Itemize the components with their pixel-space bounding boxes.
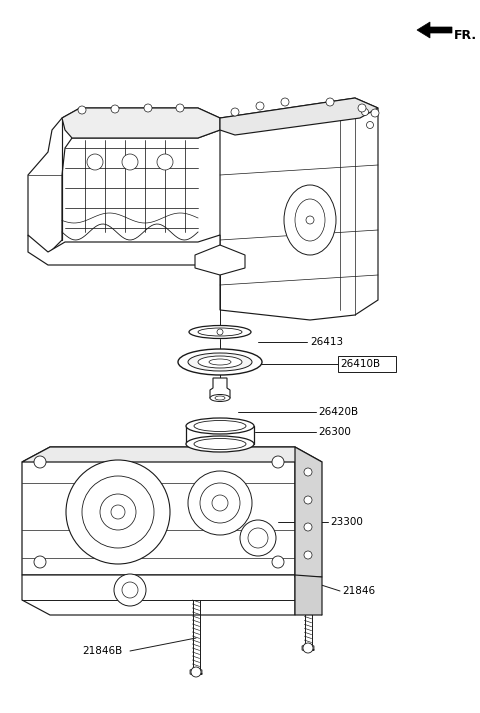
Circle shape: [304, 468, 312, 476]
Polygon shape: [295, 447, 322, 577]
Polygon shape: [210, 378, 230, 398]
Circle shape: [217, 329, 223, 335]
Polygon shape: [295, 575, 322, 615]
Circle shape: [326, 98, 334, 106]
Circle shape: [367, 121, 373, 128]
Circle shape: [144, 104, 152, 112]
Polygon shape: [28, 108, 220, 252]
Circle shape: [371, 109, 379, 117]
Circle shape: [281, 98, 289, 106]
Circle shape: [272, 556, 284, 568]
Ellipse shape: [178, 349, 262, 375]
Circle shape: [100, 494, 136, 530]
Circle shape: [87, 154, 103, 170]
Ellipse shape: [284, 185, 336, 255]
Text: 26300: 26300: [318, 427, 351, 437]
Text: FR.: FR.: [454, 29, 477, 42]
Circle shape: [191, 667, 201, 677]
Circle shape: [212, 495, 228, 511]
Polygon shape: [22, 447, 295, 575]
Ellipse shape: [188, 353, 252, 371]
Circle shape: [358, 104, 366, 112]
Circle shape: [240, 520, 276, 556]
Circle shape: [114, 574, 146, 606]
Circle shape: [66, 460, 170, 564]
Circle shape: [34, 556, 46, 568]
Ellipse shape: [189, 326, 251, 339]
Polygon shape: [220, 98, 378, 135]
Ellipse shape: [210, 394, 230, 401]
Ellipse shape: [198, 356, 242, 368]
Ellipse shape: [186, 418, 254, 434]
Polygon shape: [22, 447, 322, 462]
Circle shape: [200, 483, 240, 523]
Polygon shape: [62, 108, 220, 138]
Ellipse shape: [215, 396, 225, 400]
Ellipse shape: [295, 199, 325, 241]
Circle shape: [304, 523, 312, 531]
Text: 23300: 23300: [330, 517, 363, 527]
Circle shape: [157, 154, 173, 170]
Circle shape: [78, 106, 86, 114]
Circle shape: [361, 108, 369, 116]
Text: 26420B: 26420B: [318, 407, 358, 417]
Text: 21846B: 21846B: [82, 646, 122, 656]
Circle shape: [272, 456, 284, 468]
Ellipse shape: [194, 421, 246, 431]
Circle shape: [231, 108, 239, 116]
Ellipse shape: [198, 328, 242, 336]
Circle shape: [34, 456, 46, 468]
Circle shape: [304, 496, 312, 504]
Polygon shape: [22, 575, 295, 615]
Circle shape: [303, 643, 313, 653]
Circle shape: [248, 528, 268, 548]
Text: 26410B: 26410B: [340, 359, 380, 369]
Polygon shape: [28, 235, 220, 265]
Circle shape: [176, 104, 184, 112]
Ellipse shape: [186, 436, 254, 452]
Circle shape: [111, 105, 119, 113]
Circle shape: [111, 505, 125, 519]
Polygon shape: [220, 98, 378, 320]
Polygon shape: [195, 245, 245, 275]
Circle shape: [304, 551, 312, 559]
Polygon shape: [417, 22, 452, 38]
Circle shape: [122, 582, 138, 598]
Bar: [338, 356, 396, 372]
Circle shape: [122, 154, 138, 170]
Ellipse shape: [194, 438, 246, 449]
Text: 21846: 21846: [342, 586, 375, 596]
Circle shape: [82, 476, 154, 548]
Ellipse shape: [209, 359, 231, 365]
Text: 26413: 26413: [310, 337, 343, 347]
Circle shape: [188, 471, 252, 535]
Circle shape: [256, 102, 264, 110]
Circle shape: [306, 216, 314, 224]
